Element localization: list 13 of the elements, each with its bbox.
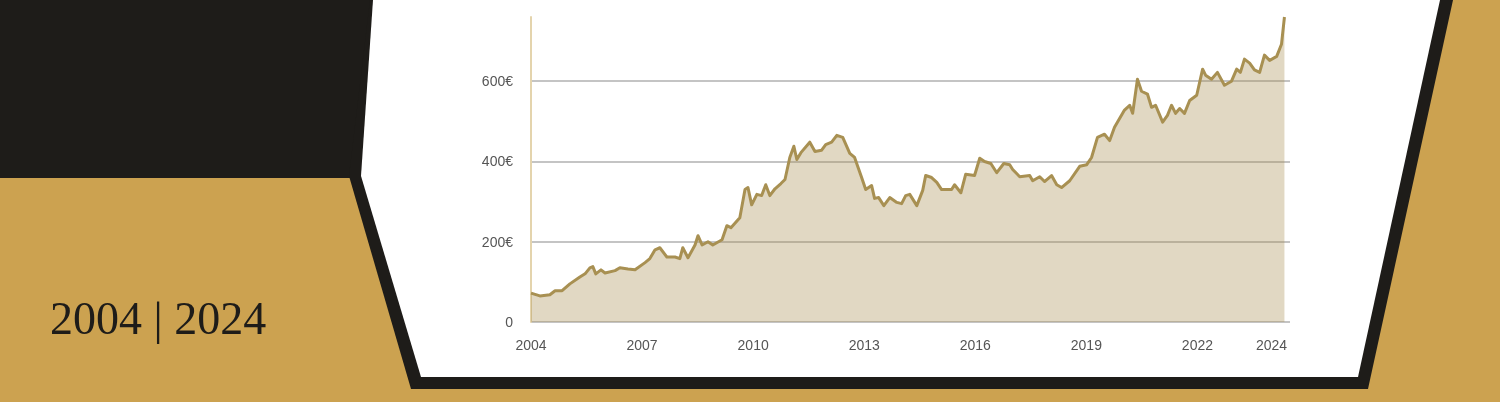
x-tick-label: 2024 xyxy=(1255,337,1288,353)
x-tick-label: 2022 xyxy=(1181,337,1214,353)
x-tick-label: 2007 xyxy=(626,337,658,353)
y-tick-label: 0 xyxy=(505,314,514,330)
y-tick-label: 200€ xyxy=(481,233,514,250)
y-tick-label: 400€ xyxy=(481,153,514,170)
x-tick-label: 2016 xyxy=(959,337,992,353)
x-tick-label: 2019 xyxy=(1070,337,1103,353)
x-tick-label: 2004 xyxy=(515,337,547,353)
x-tick-label: 2010 xyxy=(737,337,769,353)
y-tick-label: 600€ xyxy=(481,73,514,90)
x-tick-label: 2013 xyxy=(848,337,880,353)
text: 2004 | 2024 xyxy=(50,292,267,344)
